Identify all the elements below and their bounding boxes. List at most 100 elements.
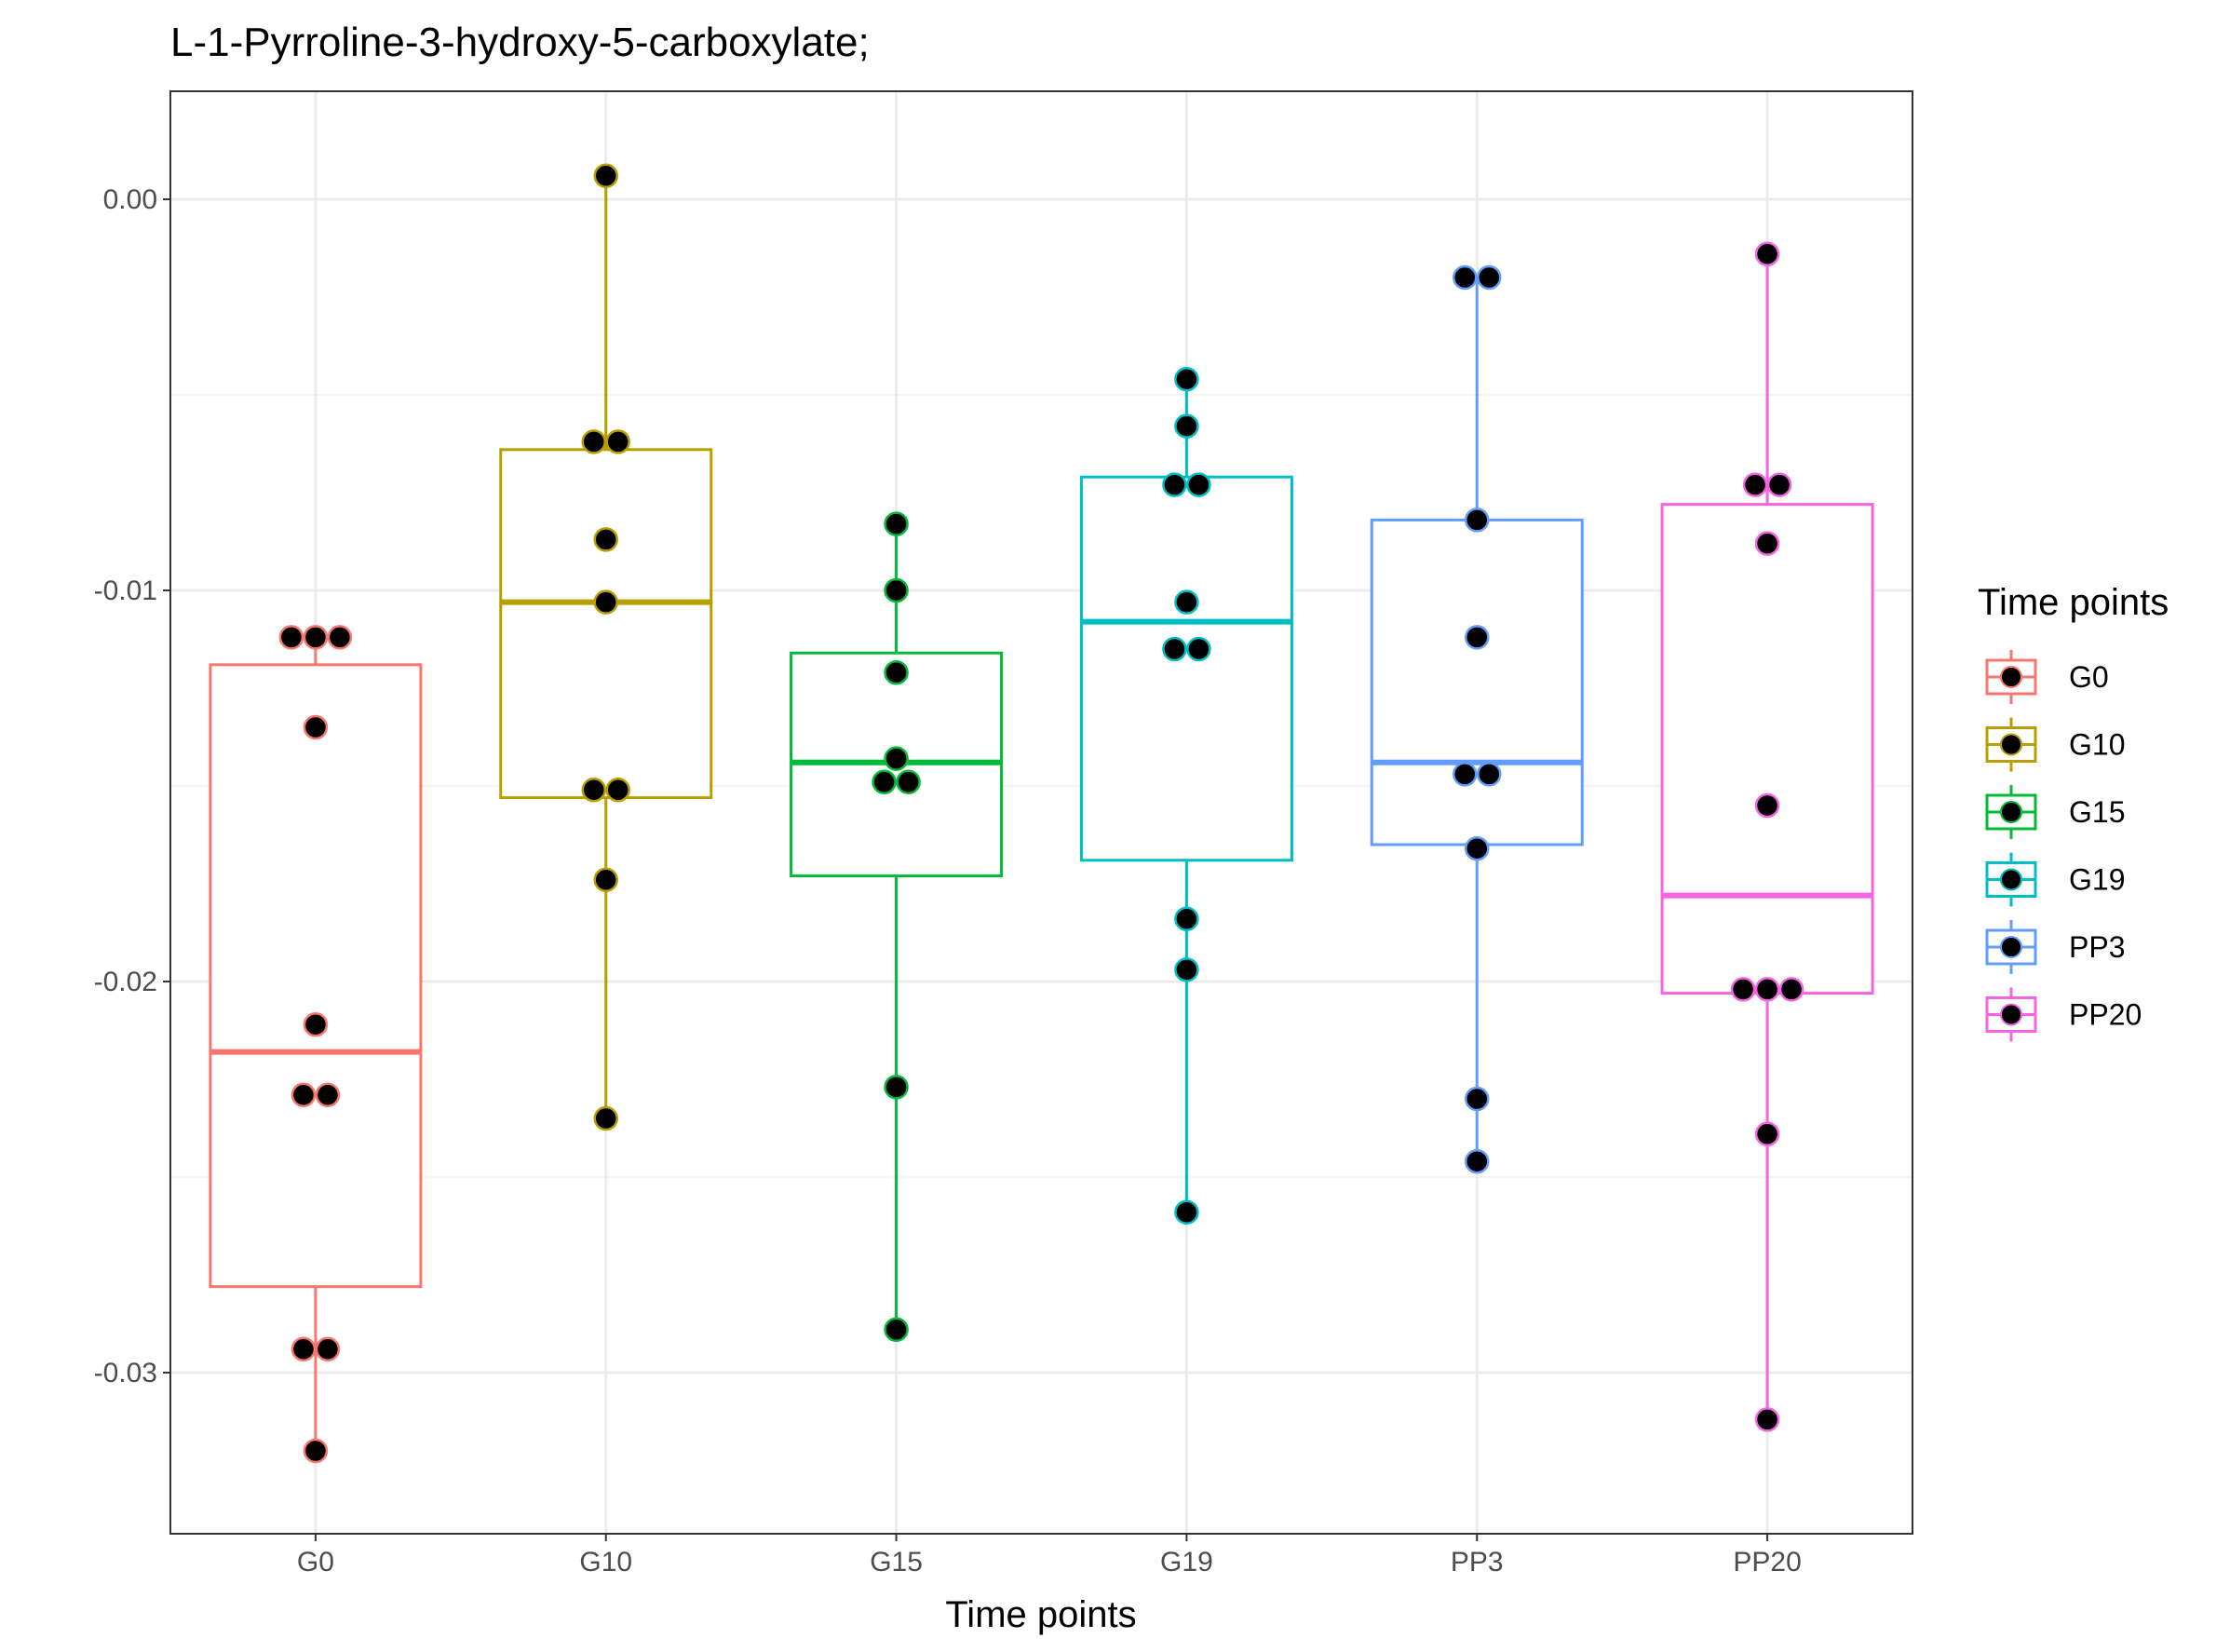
data-point [1754, 531, 1780, 556]
data-point [884, 659, 909, 685]
data-point [303, 625, 329, 650]
data-point [593, 1105, 618, 1131]
data-point [1465, 625, 1490, 650]
legend-label: G10 [2069, 728, 2125, 762]
box [499, 448, 713, 800]
data-point [593, 163, 618, 189]
legend-label: PP20 [2069, 998, 2142, 1032]
legend-key-point [2000, 801, 2022, 823]
legend-key-point [2000, 733, 2022, 756]
legend-item-G10: G10 [1985, 717, 2125, 772]
data-point [581, 777, 606, 803]
data-point [1465, 1148, 1490, 1174]
legend-label: G15 [2069, 795, 2125, 829]
box [209, 663, 423, 1289]
data-point [1754, 1407, 1780, 1432]
data-point [581, 429, 606, 454]
data-point [303, 1011, 329, 1037]
data-point [884, 1075, 909, 1100]
y-axis: 0.00 -0.01 -0.02 -0.03 [94, 184, 170, 1388]
data-point [278, 625, 304, 650]
legend-item-PP3: PP3 [1985, 920, 2125, 974]
data-point [884, 577, 909, 603]
data-point [315, 1082, 341, 1108]
legend-key-point [2000, 936, 2022, 958]
data-point [593, 589, 618, 615]
data-point [1453, 264, 1478, 291]
x-tick-label: G15 [870, 1547, 923, 1578]
data-point [1754, 792, 1780, 819]
data-point [291, 1082, 317, 1108]
data-point [1465, 835, 1490, 861]
data-point [1186, 472, 1211, 497]
data-point [1186, 636, 1211, 662]
legend-item-PP20: PP20 [1985, 987, 2142, 1042]
legend-item-G19: G19 [1985, 852, 2125, 907]
x-axis-title: Time points [945, 1594, 1136, 1635]
x-tick-label: PP20 [1733, 1547, 1801, 1578]
data-point [1174, 957, 1199, 982]
data-point [884, 511, 909, 536]
data-point [872, 769, 897, 795]
data-point [593, 527, 618, 552]
panel-background [170, 91, 1912, 1534]
box [1370, 518, 1584, 846]
data-point [1174, 906, 1199, 932]
data-point [315, 1336, 341, 1362]
box [1079, 475, 1293, 862]
legend-label: G0 [2069, 660, 2109, 694]
y-tick-label: -0.03 [94, 1358, 157, 1388]
legend-key-point [2000, 868, 2022, 891]
series-G19 [1079, 366, 1293, 1225]
data-point [303, 1438, 329, 1464]
data-point [605, 429, 630, 454]
data-point [884, 746, 909, 771]
legend-item-G0: G0 [1985, 650, 2109, 704]
x-axis: G0 G10 G15 G19 PP3 PP20 [297, 1534, 1802, 1578]
series-G0 [209, 625, 423, 1464]
panel-border [169, 90, 1913, 1535]
data-point [1162, 472, 1187, 497]
series-G10 [499, 163, 713, 1131]
data-point [327, 625, 353, 650]
box [1660, 503, 1874, 995]
data-point [1162, 636, 1187, 662]
data-point [1174, 413, 1199, 439]
data-point [884, 1317, 909, 1343]
data-point [593, 867, 618, 893]
series-G15 [790, 511, 1004, 1343]
data-point [1754, 977, 1780, 1002]
data-point [291, 1336, 317, 1362]
chart-title: L-1-Pyrroline-3-hydroxy-5-carboxylate; [170, 20, 870, 65]
y-tick-label: -0.02 [94, 967, 157, 997]
data-point [896, 769, 921, 795]
legend-key-point [2000, 666, 2022, 688]
data-point [1754, 1121, 1780, 1147]
data-point [1174, 1199, 1199, 1225]
data-point [1730, 977, 1756, 1002]
data-point [1477, 264, 1502, 291]
legend: Time points G0 G10 G15 G19 PP3 PP20 [1978, 582, 2169, 1042]
data-point [1754, 241, 1780, 267]
data-point [1174, 589, 1199, 615]
y-tick-label: -0.01 [94, 575, 157, 606]
data-point [1465, 508, 1490, 533]
legend-label: PP3 [2069, 930, 2125, 964]
y-tick-label: 0.00 [103, 184, 157, 215]
x-tick-label: G0 [297, 1547, 334, 1578]
data-point [605, 777, 630, 803]
data-point [1453, 762, 1478, 787]
data-point [1465, 1086, 1490, 1112]
legend-key-point [2000, 1003, 2022, 1026]
series-PP3 [1370, 264, 1584, 1174]
x-tick-label: PP3 [1451, 1547, 1504, 1578]
legend-label: G19 [2069, 863, 2125, 897]
legend-title: Time points [1978, 582, 2169, 623]
data-point [1477, 762, 1502, 787]
data-point [1742, 472, 1768, 497]
data-point [1778, 977, 1804, 1002]
plot-area [169, 90, 1913, 1535]
series-PP20 [1660, 241, 1874, 1432]
data-point [1766, 472, 1792, 497]
